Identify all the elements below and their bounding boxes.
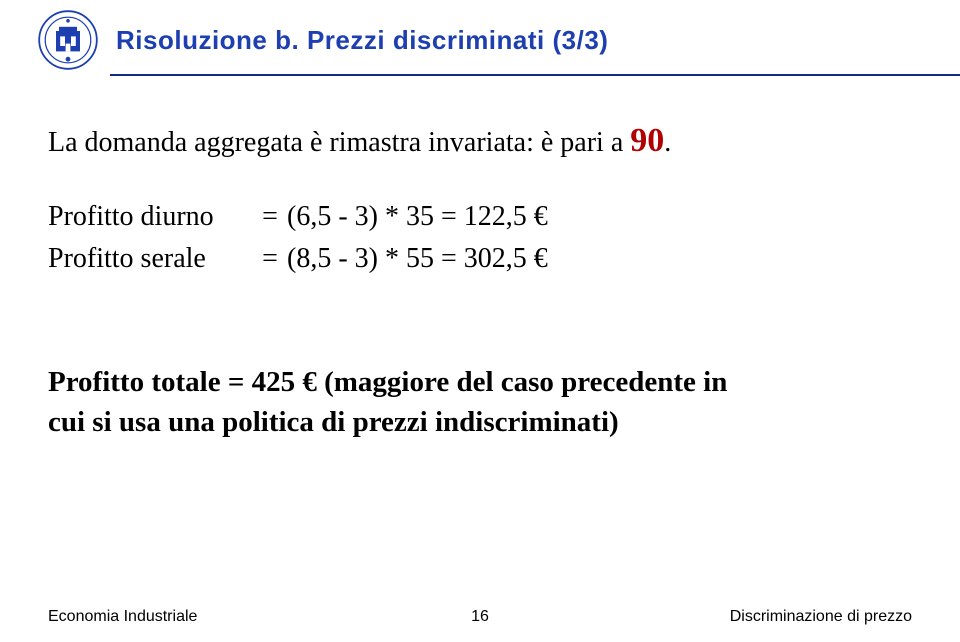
profit-lines: Profitto diurno = (6,5 - 3) * 35 = 122,5… [48, 198, 912, 278]
profit-row: Profitto serale = (8,5 - 3) * 55 = 302,5… [48, 240, 912, 278]
title-prefix: Risoluzione b. [116, 25, 307, 55]
total-line-1: Profitto totale = 425 € (maggiore del ca… [48, 363, 912, 402]
title-main: Prezzi discriminati (3/3) [307, 25, 608, 55]
total-line-2: cui si usa una politica di prezzi indisc… [48, 403, 912, 442]
profit-total: Profitto totale = 425 € (maggiore del ca… [48, 363, 912, 441]
university-seal-logo [38, 10, 98, 70]
intro-value-90: 90 [630, 122, 664, 159]
intro-before: La domanda aggregata è rimastra invariat… [48, 127, 630, 158]
profit-value: (6,5 - 3) * 35 = 122,5 € [287, 198, 548, 236]
profit-label: Profitto diurno [48, 198, 253, 236]
profit-label: Profitto serale [48, 240, 253, 278]
profit-eq: = [253, 240, 287, 278]
intro-after: . [664, 127, 671, 158]
footer-right: Discriminazione di prezzo [730, 608, 912, 626]
footer-page-number: 16 [471, 608, 489, 626]
slide-title: Risoluzione b. Prezzi discriminati (3/3) [116, 25, 608, 56]
intro-text: La domanda aggregata è rimastra invariat… [48, 118, 912, 164]
profit-value: (8,5 - 3) * 55 = 302,5 € [287, 240, 548, 278]
footer-left: Economia Industriale [48, 608, 197, 626]
slide-body: La domanda aggregata è rimastra invariat… [0, 76, 960, 442]
profit-eq: = [253, 198, 287, 236]
profit-row: Profitto diurno = (6,5 - 3) * 35 = 122,5… [48, 198, 912, 236]
header: Risoluzione b. Prezzi discriminati (3/3) [0, 0, 960, 70]
footer: Economia Industriale 16 Discriminazione … [0, 608, 960, 626]
